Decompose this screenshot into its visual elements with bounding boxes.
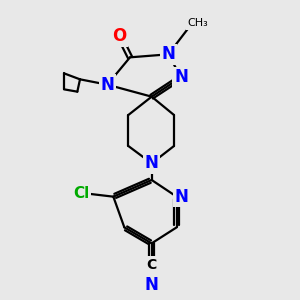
Text: CH₃: CH₃: [188, 18, 208, 28]
Text: N: N: [175, 188, 189, 206]
Text: O: O: [112, 27, 127, 45]
Text: N: N: [161, 45, 175, 63]
Text: N: N: [145, 276, 159, 294]
Text: N: N: [145, 154, 159, 172]
Text: N: N: [100, 76, 114, 94]
Text: Cl: Cl: [73, 186, 89, 201]
Text: C: C: [146, 258, 157, 272]
Text: N: N: [174, 68, 188, 86]
